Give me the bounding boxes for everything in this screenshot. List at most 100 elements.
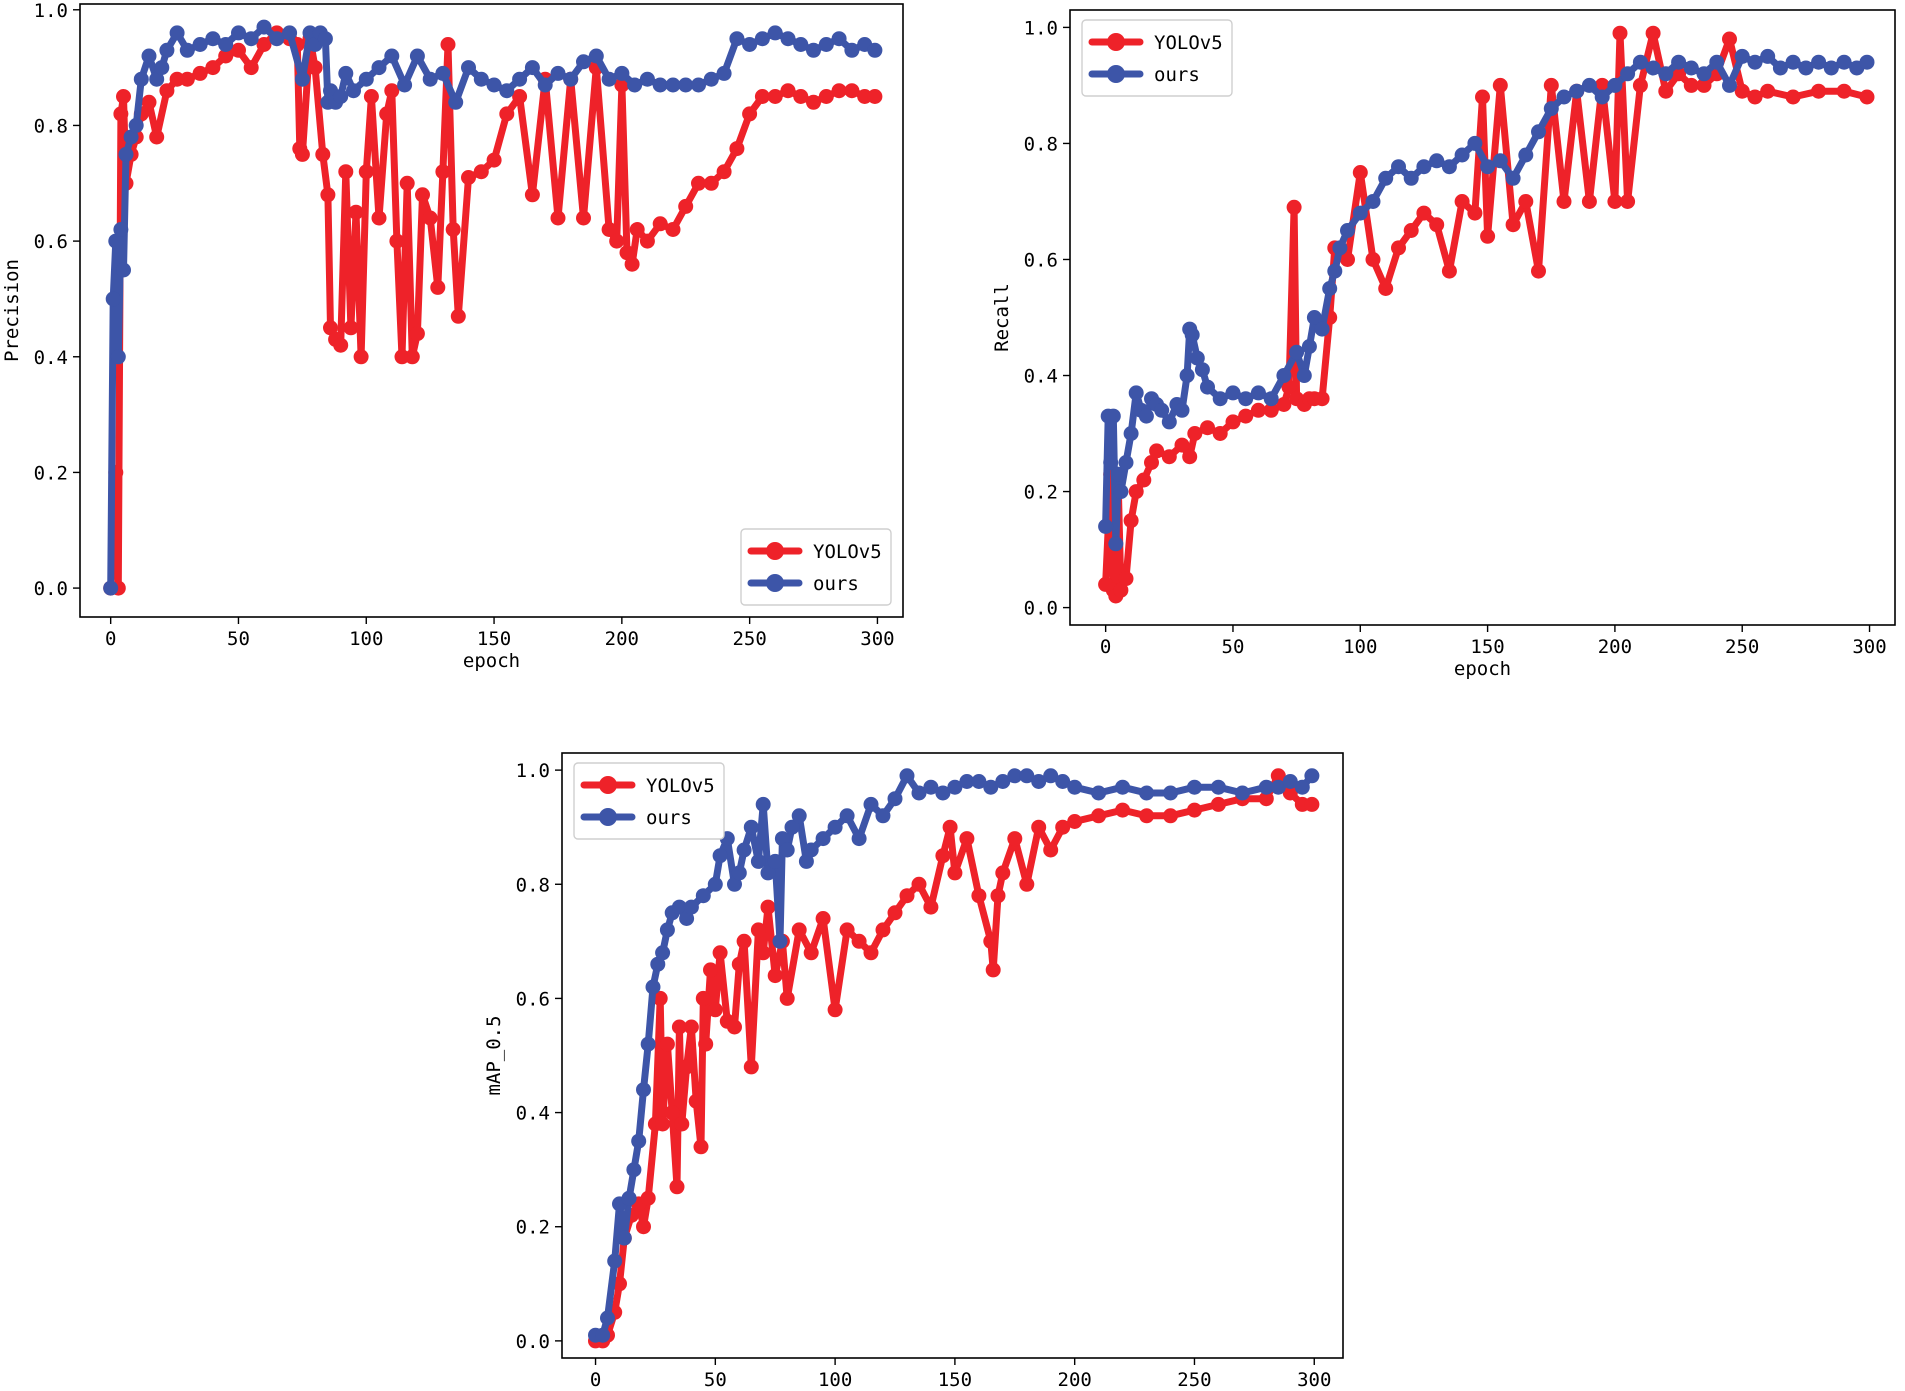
legend-label: ours [646,807,692,829]
data-point [678,198,694,214]
data-point [1416,159,1432,175]
data-point [1067,779,1083,795]
data-point [947,865,963,881]
data-point [1569,83,1585,99]
x-tick-label: 150 [477,628,511,650]
data-point [695,888,711,904]
x-tick-label: 0 [590,1369,601,1391]
data-point [1798,60,1814,76]
data-point [935,785,951,801]
data-point [774,831,790,847]
data-point [1174,402,1190,418]
data-point [818,89,834,104]
data-point [105,291,121,307]
data-point [601,71,617,87]
data-point [767,853,783,869]
data-point [1391,159,1406,175]
data-point [358,71,374,87]
y-tick-label: 1.0 [1024,17,1058,39]
data-point [1823,60,1839,76]
y-tick-label: 0.8 [34,115,68,137]
x-axis-label: epoch [463,650,520,672]
data-point [1263,391,1279,407]
data-point [935,848,951,864]
data-point [1139,785,1155,801]
y-tick-label: 0.6 [34,231,68,253]
data-point [1441,159,1457,175]
data-point [727,876,742,892]
data-point [729,141,745,157]
data-point [703,962,718,978]
data-point [1403,170,1419,186]
data-point [1115,802,1131,818]
y-tick-label: 1.0 [516,760,550,782]
data-point [1225,414,1241,430]
data-point [1282,785,1298,801]
data-point [947,779,963,795]
data-point [736,842,752,858]
x-tick-label: 50 [227,628,250,650]
data-point [1454,194,1470,209]
data-point [384,83,400,99]
data-point [1113,582,1129,598]
data-point [512,89,528,104]
data-point [1250,385,1266,401]
data-point [1467,135,1483,151]
series-line [592,772,1316,1345]
data-point [394,349,410,365]
data-point [624,256,640,272]
legend-label: YOLOv5 [646,775,715,797]
legend-swatch-marker [766,542,784,560]
data-point [179,71,195,87]
data-point [1238,408,1254,424]
data-point [435,65,451,81]
data-point [422,71,438,87]
data-point [1123,513,1139,529]
data-point [1187,426,1203,441]
data-point [524,60,540,76]
y-tick-label: 0.8 [516,874,550,896]
data-point [1772,60,1788,76]
data-point [729,31,745,47]
data-point [1391,240,1406,256]
data-point [754,31,770,47]
data-point [218,48,234,64]
data-point [1475,89,1490,105]
data-point [1518,194,1534,209]
data-point [243,60,259,76]
y-tick-label: 0.4 [34,347,68,369]
data-point [524,187,540,203]
x-tick-label: 200 [605,628,639,650]
plot-frame [561,752,1344,1359]
data-point [149,71,165,87]
data-point [1110,466,1126,482]
data-point [839,808,855,824]
data-point [550,210,566,226]
data-point [742,37,758,52]
data-point [1378,170,1394,186]
y-tick-label: 0.4 [1024,366,1058,388]
data-point [205,60,221,76]
data-point [1365,252,1381,267]
data-point [664,1105,680,1121]
data-point [1518,147,1534,163]
data-point [959,831,975,847]
data-point [1620,66,1636,82]
data-point [698,1036,714,1052]
data-point [827,1002,843,1018]
data-point [1632,54,1648,70]
data-point [1200,379,1215,395]
data-point [448,94,464,110]
legend: YOLOv5 ours [1081,19,1233,97]
data-point [609,233,625,249]
data-point [389,233,405,249]
series-ours [588,768,1320,1343]
data-point [803,842,819,858]
y-tick-label: 0.2 [516,1217,550,1239]
data-point [1645,60,1661,76]
x-tick-label: 250 [1177,1369,1211,1391]
data-point [379,106,395,122]
data-point [1492,153,1508,169]
series-yolov5 [588,768,1320,1349]
